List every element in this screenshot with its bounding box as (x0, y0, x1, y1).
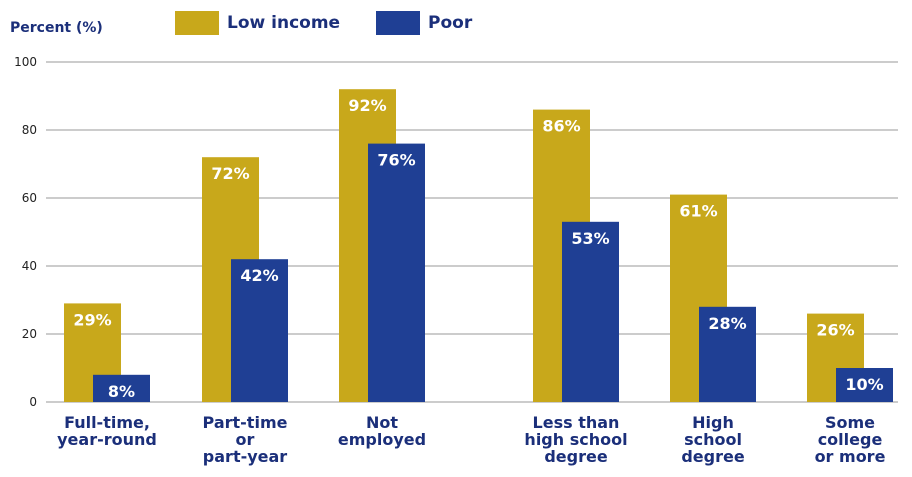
y-tick-label-0: 0 (29, 395, 37, 409)
legend-label-low-income: Low income (227, 13, 341, 33)
y-tick-label-100: 100 (14, 55, 37, 69)
legend-item-low-income: Low income (175, 11, 340, 35)
y-tick-label-20: 20 (22, 327, 37, 341)
category-label-3: Less than high school degree (524, 413, 627, 466)
category-label-4: High school degree (681, 413, 745, 466)
data-label-poor-5: 10% (845, 375, 883, 394)
bar-poor-0 (93, 374, 150, 402)
category-label-0: Full-time, year-round (57, 413, 157, 449)
data-label-poor-0: 8% (108, 382, 135, 401)
y-tick-label-60: 60 (22, 191, 37, 205)
data-label-low-income-0: 29% (73, 310, 111, 329)
legend-swatch-low-income (175, 11, 219, 35)
data-label-low-income-1: 72% (211, 164, 249, 183)
data-label-poor-2: 76% (377, 151, 415, 170)
bar-poor-5 (836, 368, 893, 402)
bar-poor-3 (562, 221, 619, 402)
legend-swatch-poor (376, 11, 420, 35)
data-label-low-income-3: 86% (542, 117, 580, 136)
data-label-poor-4: 28% (708, 314, 746, 333)
bar-poor-4 (699, 306, 756, 402)
category-label-1: Part-time or part-year (203, 413, 288, 466)
legend-label-poor: Poor (428, 13, 473, 33)
bar-poor-1 (231, 259, 288, 402)
data-label-low-income-2: 92% (348, 96, 386, 115)
legend-item-poor: Poor (376, 11, 472, 35)
category-label-2: Not employed (338, 413, 426, 449)
bar-poor-2 (368, 143, 425, 402)
category-label-5: Some college or more (815, 413, 886, 466)
data-label-low-income-5: 26% (816, 321, 854, 340)
data-label-poor-3: 53% (571, 229, 609, 248)
y-tick-label-80: 80 (22, 123, 37, 137)
y-axis-label: Percent (%) (10, 20, 103, 36)
data-label-low-income-4: 61% (679, 202, 717, 221)
data-label-poor-1: 42% (240, 266, 278, 285)
y-tick-label-40: 40 (22, 259, 37, 273)
